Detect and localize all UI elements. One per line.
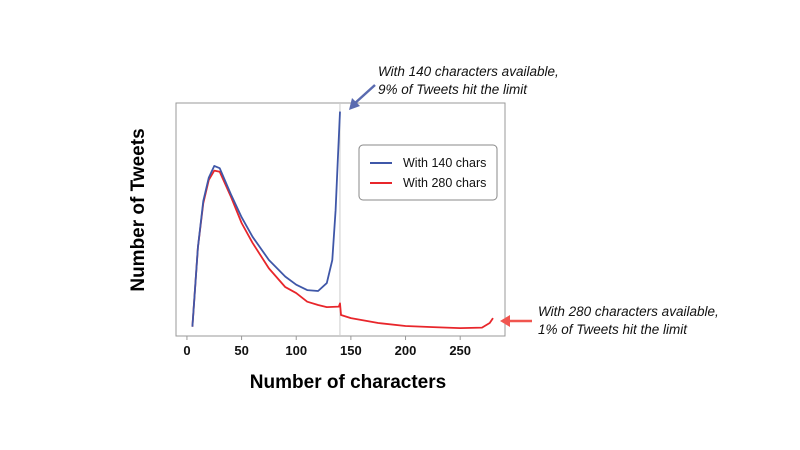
annotation-280: With 280 characters available, 1% of Twe…: [500, 304, 719, 337]
annotation-280-line2: 1% of Tweets hit the limit: [538, 322, 688, 337]
annotation-140: With 140 characters available, 9% of Twe…: [349, 64, 559, 110]
annotation-280-arrowhead: [500, 315, 510, 327]
x-tick-label: 200: [395, 343, 417, 358]
annotation-280-line1: With 280 characters available,: [538, 304, 719, 319]
y-axis-label: Number of Tweets: [128, 128, 149, 291]
legend: With 140 chars With 280 chars: [358, 144, 498, 201]
x-axis-label: Number of characters: [250, 372, 446, 393]
legend-label-280: With 280 chars: [403, 176, 486, 190]
annotation-140-arrow: [353, 84, 376, 105]
x-tick-label: 100: [285, 343, 307, 358]
x-tick-label: 50: [234, 343, 248, 358]
legend-box: [358, 144, 498, 201]
x-tick-label: 150: [340, 343, 362, 358]
annotation-140-arrowhead: [349, 98, 360, 110]
annotation-140-line1: With 140 characters available,: [378, 64, 559, 79]
annotation-140-line2: 9% of Tweets hit the limit: [378, 82, 528, 97]
series-line-with-280-chars: [191, 169, 494, 329]
legend-label-140: With 140 chars: [403, 156, 486, 170]
x-tick-label: 0: [183, 343, 190, 358]
series-line-with-140-chars: [191, 111, 341, 327]
plot-frame: [175, 102, 506, 337]
x-tick-label: 250: [449, 343, 471, 358]
